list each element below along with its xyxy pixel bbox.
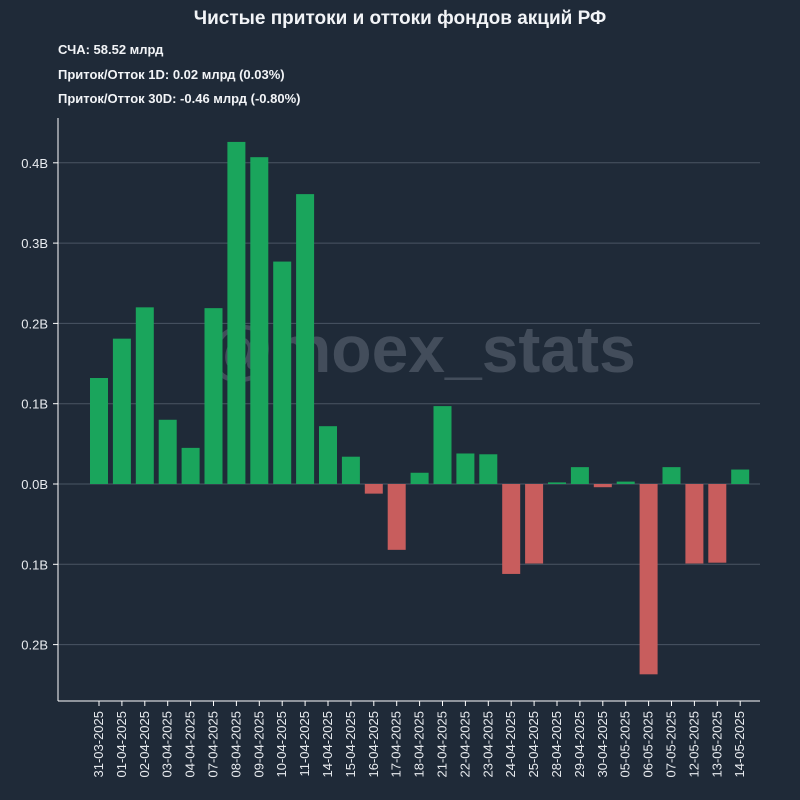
x-tick-label: 22-04-2025 — [457, 711, 472, 778]
y-tick-label: 0.1B — [21, 557, 48, 572]
x-tick-label: 28-04-2025 — [549, 711, 564, 778]
bar-31-03-2025 — [90, 378, 108, 484]
x-tick-label: 24-04-2025 — [503, 711, 518, 778]
x-tick-label: 07-05-2025 — [664, 711, 679, 778]
x-tick-label: 13-05-2025 — [709, 711, 724, 778]
bar-06-05-2025 — [639, 484, 658, 675]
x-tick-label: 01-04-2025 — [114, 711, 129, 778]
bar-24-04-2025 — [502, 484, 521, 574]
bar-01-04-2025 — [112, 338, 131, 484]
bar-14-04-2025 — [319, 426, 337, 484]
x-tick-label: 05-05-2025 — [618, 711, 633, 778]
x-tick-label: 07-04-2025 — [206, 711, 221, 778]
bar-10-04-2025 — [273, 261, 292, 484]
axes — [57, 118, 760, 702]
bar-21-04-2025 — [433, 406, 452, 484]
bar-11-04-2025 — [296, 194, 315, 484]
y-tick-label: 0.2B — [21, 638, 48, 653]
y-tick-label: 0.4B — [21, 156, 48, 171]
x-tick-label: 14-04-2025 — [320, 711, 335, 778]
x-tick-label: 12-05-2025 — [686, 711, 701, 778]
x-tick-label: 31-03-2025 — [91, 711, 106, 778]
x-tick-label: 09-04-2025 — [251, 711, 266, 778]
bar-22-04-2025 — [456, 453, 475, 484]
bar-13-05-2025 — [708, 484, 727, 563]
bar-16-04-2025 — [364, 484, 383, 494]
bar-28-04-2025 — [548, 482, 566, 484]
bar-23-04-2025 — [479, 454, 498, 484]
x-tick-label: 04-04-2025 — [183, 711, 198, 778]
x-tick-label: 10-04-2025 — [274, 711, 289, 778]
x-tick-label: 14-05-2025 — [732, 711, 747, 778]
x-tick-label: 16-04-2025 — [366, 711, 381, 778]
bar-03-04-2025 — [158, 419, 177, 484]
bar-29-04-2025 — [570, 467, 589, 484]
watermark-text: @moex_stats — [208, 312, 636, 386]
y-tick-label: 0.1B — [21, 397, 48, 412]
chart-title: Чистые притоки и оттоки фондов акций РФ — [193, 8, 607, 29]
x-tick-label: 18-04-2025 — [412, 711, 427, 778]
flow-1d-stat: Приток/Отток 1D: 0.02 млрд (0.03%) — [58, 67, 285, 82]
x-tick-label: 23-04-2025 — [480, 711, 495, 778]
x-tick-label: 11-04-2025 — [297, 711, 312, 777]
bar-07-04-2025 — [204, 308, 223, 484]
bar-18-04-2025 — [410, 472, 429, 484]
bar-05-05-2025 — [616, 481, 635, 484]
x-tick-label: 06-05-2025 — [641, 711, 656, 778]
x-tick-label: 17-04-2025 — [389, 711, 404, 778]
y-tick-label: 0.2B — [21, 316, 48, 331]
bar-09-04-2025 — [250, 157, 269, 484]
x-tick-label: 25-04-2025 — [526, 711, 541, 778]
y-tick-label: 0.3B — [21, 236, 48, 251]
bar-25-04-2025 — [525, 484, 544, 564]
bar-14-05-2025 — [731, 469, 750, 484]
x-tick-label: 29-04-2025 — [572, 711, 587, 778]
bars — [90, 141, 750, 675]
x-tick-label: 30-04-2025 — [595, 711, 610, 778]
x-tick-label: 02-04-2025 — [137, 711, 152, 778]
x-tick-label: 15-04-2025 — [343, 711, 358, 778]
bar-30-04-2025 — [593, 484, 612, 488]
x-axis-ticks: 31-03-2025 01-04-2025 02-04-2025 03-04-2025… — [91, 701, 747, 778]
flow-30d-stat: Приток/Отток 30D: -0.46 млрд (-0.80%) — [58, 91, 301, 106]
y-tick-label: 0.0B — [21, 477, 48, 492]
x-tick-label: 08-04-2025 — [228, 711, 243, 778]
bar-02-04-2025 — [135, 307, 154, 484]
bar-17-04-2025 — [387, 484, 406, 550]
bar-12-05-2025 — [685, 484, 704, 564]
bar-04-04-2025 — [181, 447, 200, 484]
bar-07-05-2025 — [662, 467, 681, 484]
nav-stat: СЧА: 58.52 млрд — [58, 42, 164, 57]
bar-15-04-2025 — [341, 456, 360, 484]
x-tick-label: 03-04-2025 — [160, 711, 175, 778]
bar-08-04-2025 — [227, 141, 246, 484]
y-axis-ticks: 0.4B 0.3B 0.2B 0.1B 0.0B 0.1B 0.2B — [21, 156, 58, 653]
x-tick-label: 21-04-2025 — [435, 711, 450, 778]
